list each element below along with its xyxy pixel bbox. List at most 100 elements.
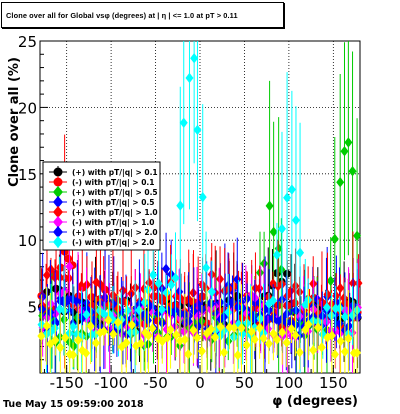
- data-point: [179, 117, 188, 128]
- data-point: [287, 184, 296, 195]
- x-tick-label: 150: [319, 374, 348, 392]
- data-point: [127, 319, 136, 331]
- data-point: [216, 321, 225, 333]
- data-point: [172, 329, 181, 341]
- data-point: [180, 326, 189, 337]
- data-point: [42, 269, 51, 281]
- data-point: [335, 318, 344, 329]
- y-axis-label: Clone over all (%): [7, 57, 22, 187]
- data-point: [269, 328, 278, 339]
- data-point: [296, 247, 305, 258]
- data-point: [233, 349, 242, 361]
- data-point: [230, 322, 239, 333]
- data-point: [109, 328, 118, 340]
- data-point: [233, 274, 242, 285]
- data-point: [326, 275, 335, 287]
- data-point: [265, 200, 274, 212]
- data-point: [256, 313, 265, 324]
- data-point: [340, 346, 349, 357]
- data-point: [255, 283, 264, 294]
- data-point: [193, 332, 202, 344]
- data-point: [344, 333, 353, 344]
- data-point: [122, 337, 131, 348]
- data-point: [189, 287, 198, 299]
- data-point: [163, 332, 172, 343]
- data-point: [123, 305, 132, 316]
- data-point: [318, 310, 327, 322]
- legend-label: (-) with pT/|q| > 2.0: [72, 238, 154, 248]
- data-point: [46, 264, 55, 275]
- data-point: [273, 334, 282, 345]
- data-point: [340, 146, 349, 157]
- legend-marker: [53, 177, 63, 187]
- data-point: [255, 322, 264, 334]
- data-point: [269, 226, 278, 238]
- data-point: [211, 331, 220, 343]
- data-point: [82, 347, 91, 359]
- legend: (+) with pT/|q| > 0.1(-) with pT/|q| > 0…: [42, 161, 161, 251]
- data-point: [69, 321, 78, 332]
- data-point: [216, 273, 225, 285]
- data-point: [286, 285, 295, 296]
- data-point: [140, 297, 149, 308]
- data-point: [193, 124, 202, 136]
- data-point: [277, 223, 286, 234]
- data-point: [145, 277, 154, 288]
- data-point: [242, 339, 251, 351]
- data-point: [82, 309, 91, 320]
- data-point: [190, 53, 199, 64]
- legend-label: (+) with pT/|q| > 1.0: [72, 208, 158, 218]
- data-point: [220, 347, 229, 358]
- data-point: [113, 317, 122, 328]
- data-point: [131, 326, 140, 338]
- data-point: [162, 263, 171, 275]
- data-point: [277, 264, 286, 275]
- data-point: [282, 337, 291, 348]
- data-point: [348, 310, 357, 321]
- data-point: [237, 322, 246, 334]
- data-point: [162, 287, 171, 298]
- data-point: [224, 307, 233, 318]
- data-point: [323, 289, 332, 300]
- data-point: [295, 347, 304, 358]
- legend-marker: [53, 196, 63, 208]
- data-point: [189, 324, 198, 336]
- data-point: [105, 299, 114, 310]
- data-point: [344, 137, 353, 148]
- data-point: [336, 177, 345, 188]
- data-point: [99, 282, 108, 294]
- y-tick-label: 15: [18, 166, 37, 184]
- x-tick-label: 50: [235, 374, 254, 392]
- data-point: [291, 330, 300, 341]
- data-point: [330, 233, 339, 245]
- legend-box: [42, 161, 161, 251]
- data-point: [197, 345, 206, 357]
- data-point: [250, 334, 259, 345]
- data-point: [42, 320, 51, 332]
- data-point: [136, 338, 145, 349]
- data-point: [322, 302, 331, 313]
- data-layer: [37, 41, 363, 373]
- data-point: [91, 337, 100, 349]
- x-tick-label: -50: [143, 374, 168, 392]
- y-tick-label: 25: [18, 33, 37, 51]
- data-point: [202, 262, 211, 274]
- legend-marker: [53, 186, 63, 198]
- data-point: [157, 304, 166, 315]
- data-point: [339, 292, 348, 304]
- legend-marker: [53, 216, 63, 228]
- data-point: [149, 269, 158, 281]
- data-point: [180, 334, 189, 345]
- data-point: [51, 334, 60, 346]
- data-point: [336, 335, 345, 347]
- data-point: [336, 282, 345, 294]
- legend-marker: [53, 226, 63, 238]
- data-point: [65, 261, 74, 272]
- data-point: [354, 277, 363, 289]
- data-point: [304, 319, 313, 330]
- legend-label: (-) with pT/|q| > 0.1: [72, 178, 154, 188]
- data-point: [287, 323, 296, 335]
- x-axis-label: φ (degrees): [272, 394, 358, 409]
- legend-marker: [53, 206, 63, 218]
- legend-marker: [53, 167, 63, 177]
